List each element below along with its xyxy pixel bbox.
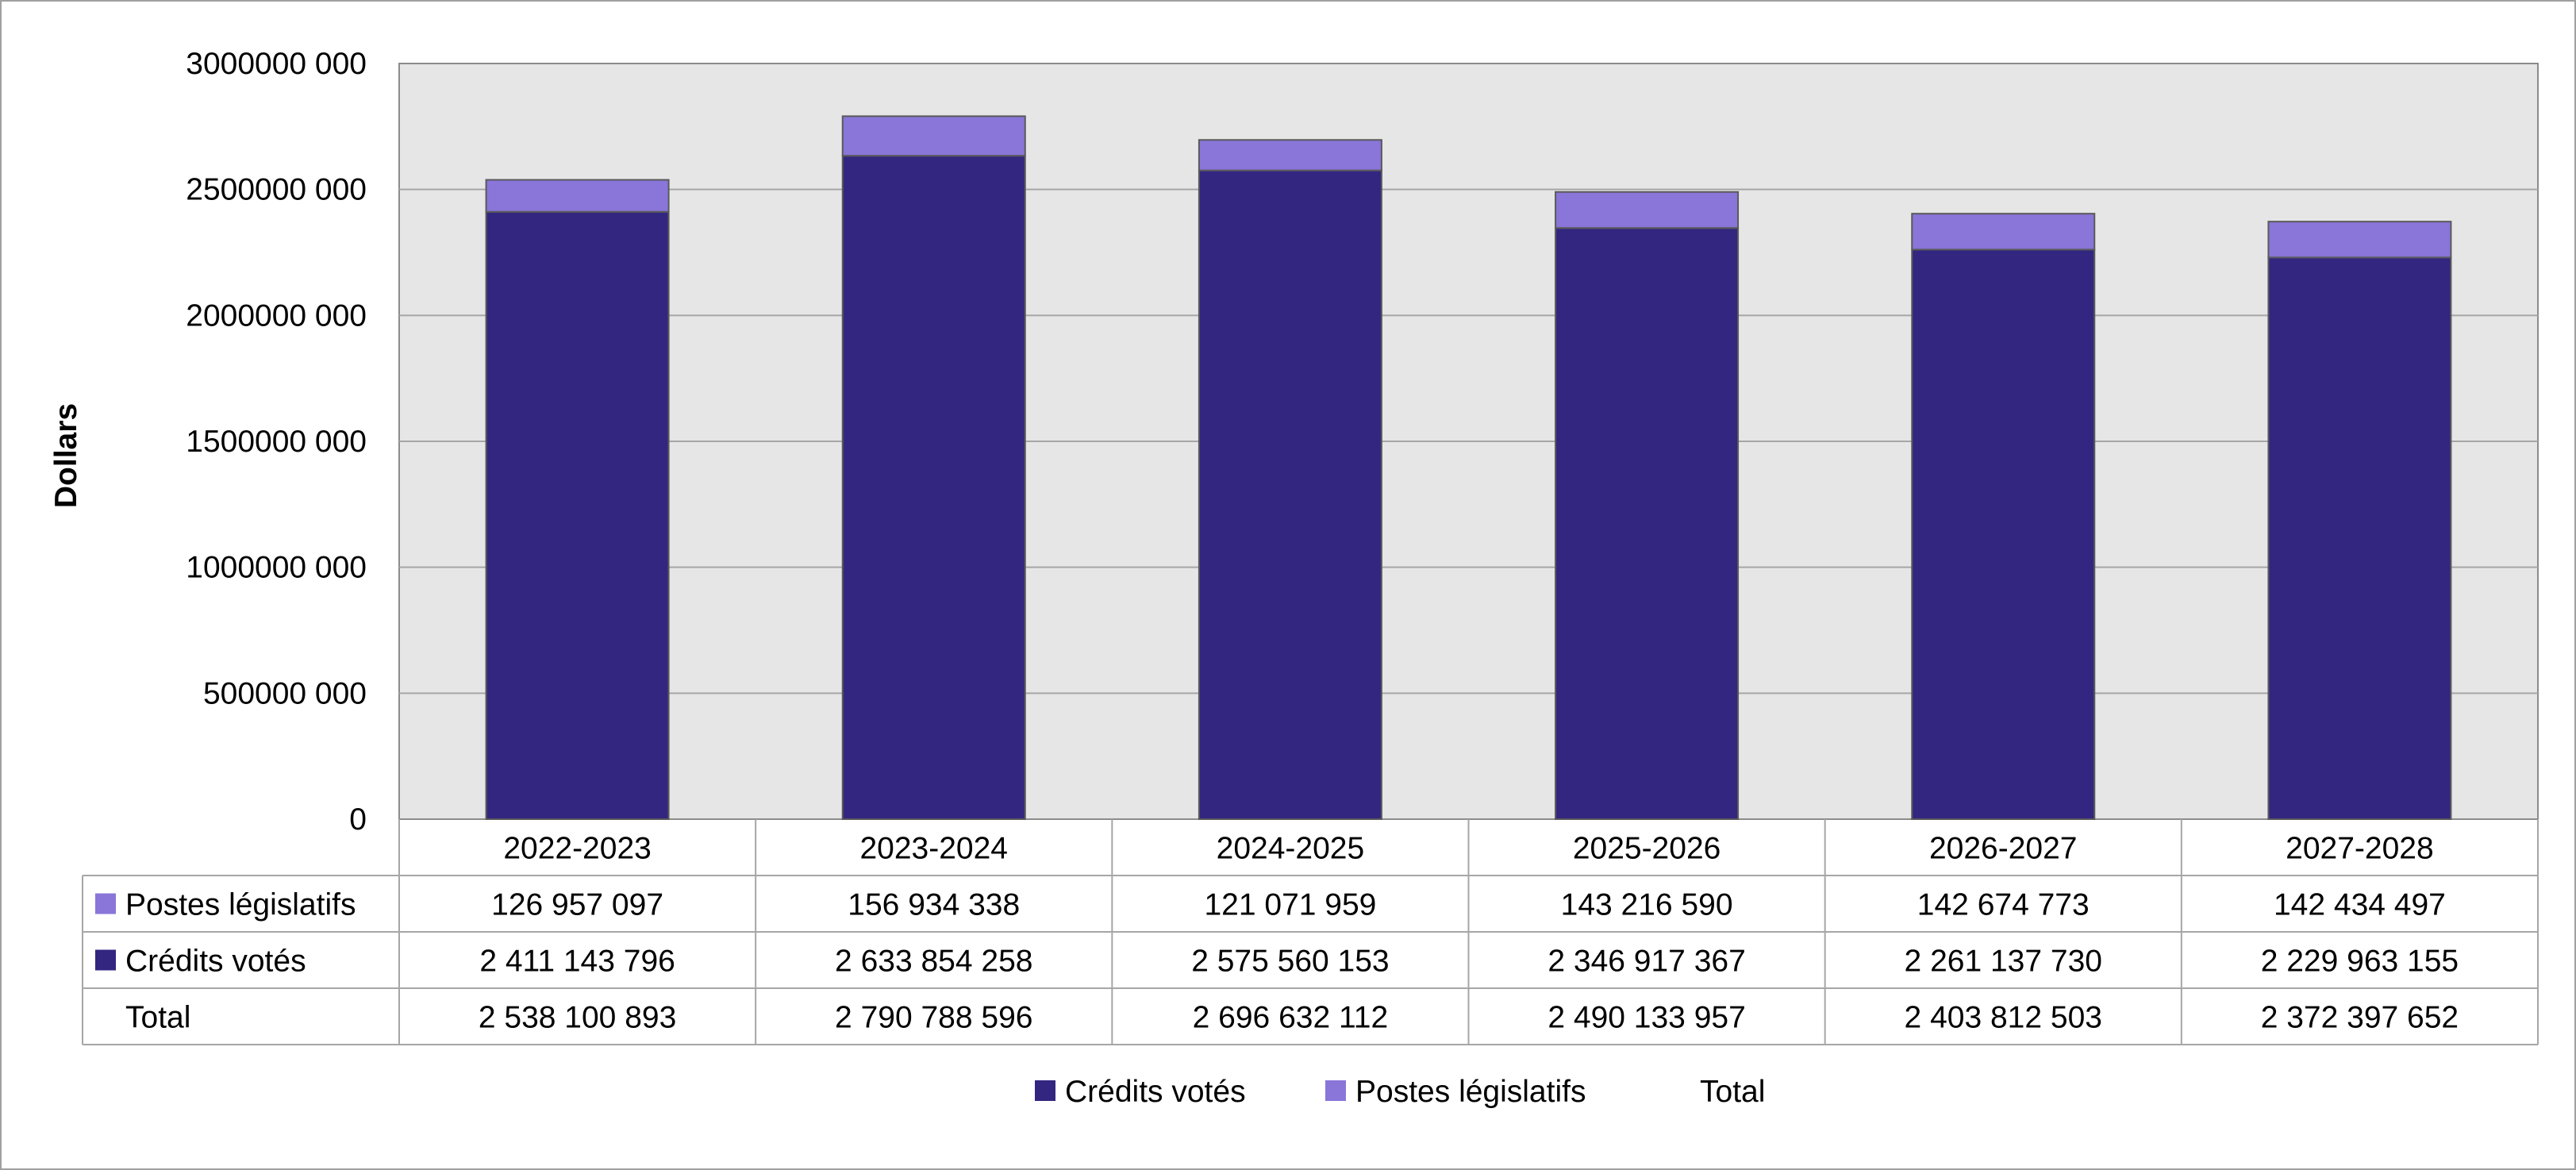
legend: Crédits votés Postes législatifs Total <box>1035 1075 1765 1109</box>
data-label: 143 216 590 <box>1561 888 1733 922</box>
data-table: 2022-2023 2023-2024 2024-2025 2025-2026 2026… <box>82 819 2539 1045</box>
table-row-label: Postes législatifs <box>125 888 356 922</box>
data-label: 2 229 963 155 <box>2261 945 2459 979</box>
bar-postes-legislatifs <box>1911 213 2096 251</box>
y-tick-label: 0 <box>349 802 367 837</box>
data-label: 2 696 632 112 <box>1193 1001 1389 1035</box>
data-label: 2 790 788 596 <box>835 1001 1032 1035</box>
x-tick-label: 2024-2025 <box>1217 832 1365 866</box>
data-label: 156 934 338 <box>848 888 1020 922</box>
y-tick-label: 1000000 000 <box>186 551 367 585</box>
data-label: 121 071 959 <box>1204 888 1376 922</box>
x-tick-label: 2022-2023 <box>503 832 652 866</box>
data-label: 2 575 560 153 <box>1191 945 1389 979</box>
data-label: 2 372 397 652 <box>2261 1001 2459 1035</box>
bar-credits-votes <box>1198 169 1382 820</box>
y-axis-tick-labels: 0 500000 000 1000000 000 1500000 000 2000000… <box>186 47 367 837</box>
y-tick-label: 1500000 000 <box>186 425 367 459</box>
y-tick-label: 2500000 000 <box>186 173 367 207</box>
data-label: 142 674 773 <box>1917 888 2090 922</box>
bar-postes-legislatifs <box>1198 139 1382 171</box>
bar-credits-votes <box>1555 227 1740 821</box>
table-row-label: Crédits votés <box>125 945 306 979</box>
table-legend-swatch <box>95 893 116 914</box>
legend-label: Crédits votés <box>1065 1075 1246 1109</box>
y-axis-title: Dollars <box>49 403 83 508</box>
bar-credits-votes <box>1911 248 2096 820</box>
table-legend-swatch <box>95 949 116 971</box>
data-label: 2 538 100 893 <box>479 1001 676 1035</box>
data-label: 2 346 917 367 <box>1548 945 1745 979</box>
y-tick-label: 3000000 000 <box>186 47 367 81</box>
data-label: 2 633 854 258 <box>835 945 1032 979</box>
y-tick-label: 500000 000 <box>203 676 367 710</box>
bar-postes-legislatifs <box>1555 191 1740 229</box>
bar-postes-legislatifs <box>485 179 670 213</box>
data-label: 2 261 137 730 <box>1905 945 2102 979</box>
bar-credits-votes <box>485 210 670 820</box>
data-label: 2 490 133 957 <box>1548 1001 1745 1035</box>
data-label: 142 434 497 <box>2274 888 2446 922</box>
legend-swatch <box>1035 1080 1055 1101</box>
y-tick-label: 2000000 000 <box>186 298 367 333</box>
table-row-label: Total <box>125 1001 190 1035</box>
bar-credits-votes <box>2267 256 2452 821</box>
x-tick-label: 2027-2028 <box>2286 832 2434 866</box>
legend-label: Total <box>1700 1075 1765 1109</box>
legend-swatch <box>1325 1080 1346 1101</box>
data-label: 2 411 143 796 <box>479 945 675 979</box>
bar-postes-legislatifs <box>841 115 1026 157</box>
x-tick-label: 2026-2027 <box>1929 832 2078 866</box>
legend-label: Postes législatifs <box>1355 1075 1586 1109</box>
data-label: 2 403 812 503 <box>1905 1001 2102 1035</box>
x-tick-label: 2025-2026 <box>1573 832 1721 866</box>
bar-credits-votes <box>841 155 1026 820</box>
bar-postes-legislatifs <box>2267 221 2452 259</box>
bars <box>485 115 2452 821</box>
data-label: 126 957 097 <box>491 888 663 922</box>
gridlines <box>399 188 2538 695</box>
x-tick-label: 2023-2024 <box>859 832 1008 866</box>
